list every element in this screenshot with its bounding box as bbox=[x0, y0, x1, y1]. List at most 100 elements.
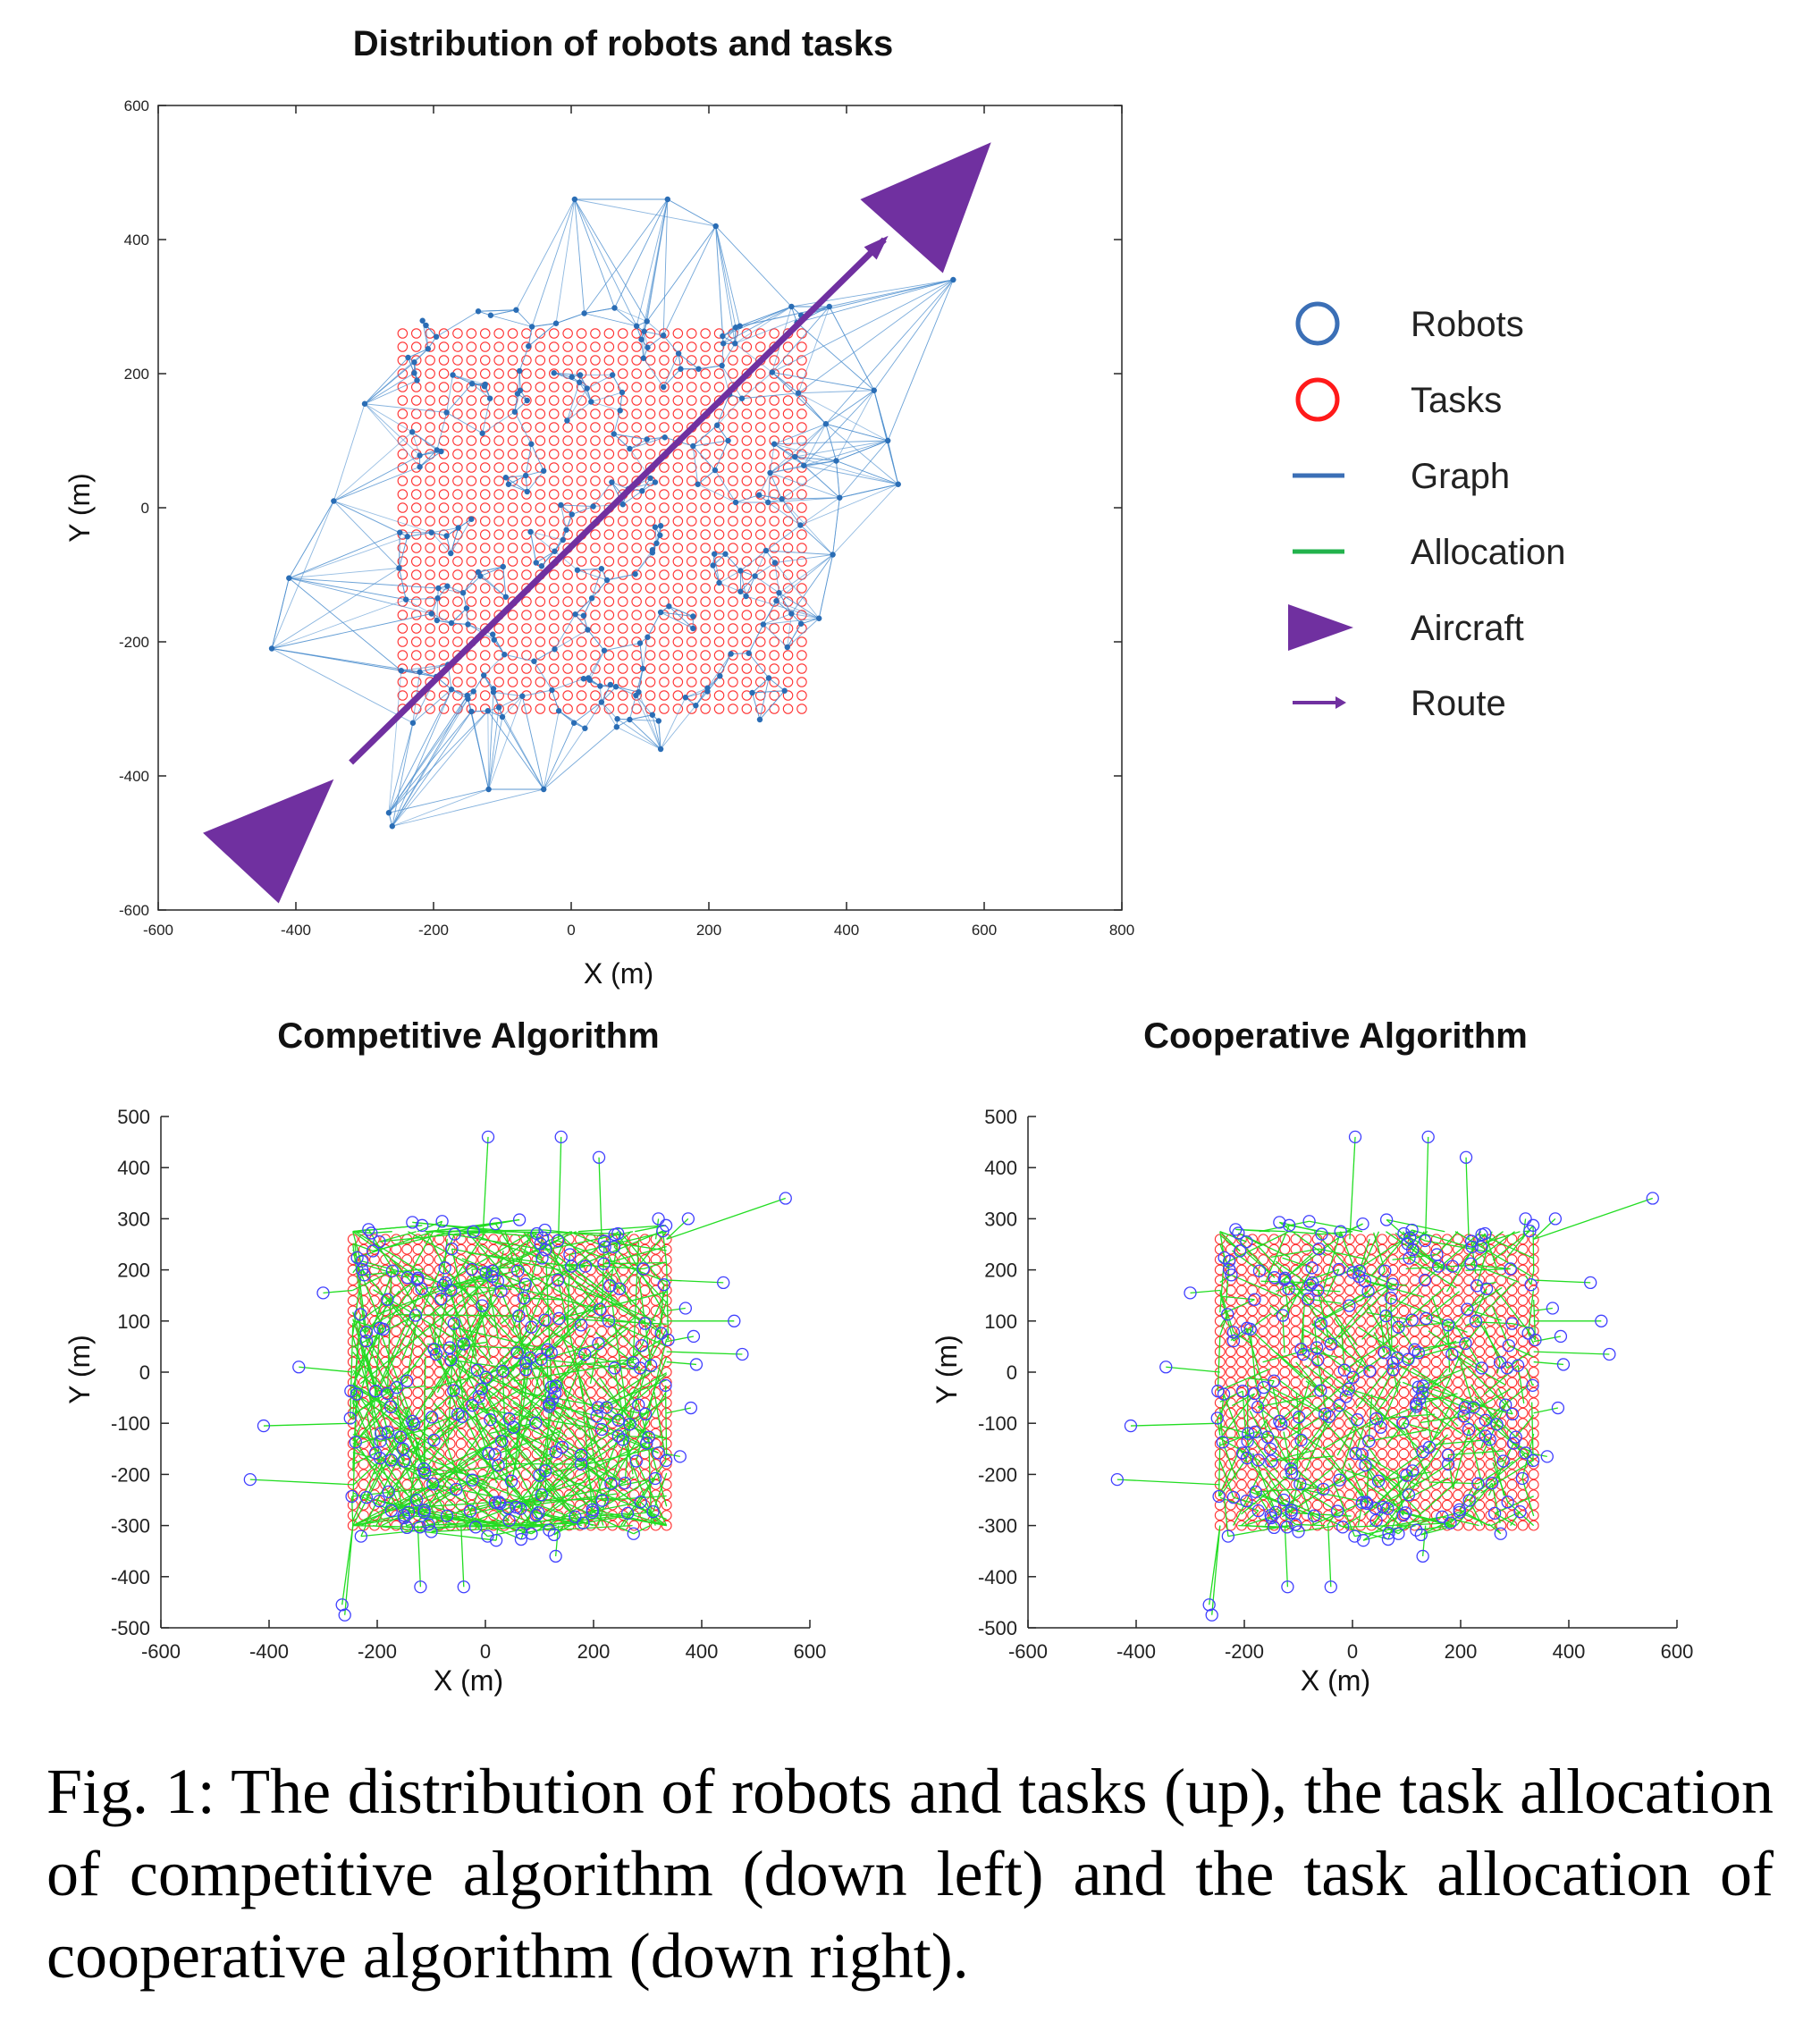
task-point bbox=[453, 342, 462, 351]
task-point bbox=[645, 597, 654, 606]
task-point bbox=[701, 383, 710, 392]
chart-top-ytick-label: -600 bbox=[119, 902, 149, 919]
robot-point bbox=[571, 720, 577, 726]
graph-edge bbox=[647, 335, 663, 348]
graph-edge bbox=[289, 533, 400, 578]
task-point bbox=[714, 436, 723, 445]
task-point bbox=[494, 356, 503, 365]
task-point bbox=[661, 1408, 671, 1418]
allocation-edge bbox=[1283, 1258, 1312, 1268]
chart-competitive-ytick-label: -200 bbox=[111, 1463, 150, 1486]
robot-point bbox=[589, 595, 594, 601]
task-point bbox=[673, 691, 682, 700]
task-point bbox=[412, 409, 421, 418]
task-point bbox=[521, 1470, 531, 1479]
task-point bbox=[467, 597, 476, 606]
robot-point bbox=[833, 458, 838, 463]
task-point bbox=[1215, 1234, 1225, 1244]
task-point bbox=[714, 704, 723, 713]
task-point bbox=[439, 624, 448, 633]
chart-top-xtick-label: 600 bbox=[972, 922, 997, 939]
task-point bbox=[597, 1387, 607, 1397]
task-point bbox=[535, 624, 544, 633]
task-point bbox=[673, 637, 682, 646]
task-point bbox=[508, 584, 517, 593]
task-point bbox=[577, 664, 586, 673]
robot-point bbox=[614, 724, 619, 729]
task-point bbox=[770, 409, 779, 418]
robot-point bbox=[645, 635, 650, 640]
task-point bbox=[714, 517, 723, 526]
task-point bbox=[673, 503, 682, 512]
task-point bbox=[1378, 1439, 1387, 1449]
task-point bbox=[494, 678, 503, 687]
task-point bbox=[632, 383, 641, 392]
task-point bbox=[563, 597, 572, 606]
task-point bbox=[770, 383, 779, 392]
task-point bbox=[426, 463, 434, 472]
robot-point bbox=[411, 370, 417, 375]
task-point bbox=[1312, 1234, 1322, 1244]
task-point bbox=[550, 383, 559, 392]
graph-edge bbox=[874, 391, 898, 484]
task-point bbox=[701, 611, 710, 619]
robot-point bbox=[390, 823, 395, 829]
robot-point bbox=[490, 632, 495, 637]
graph-edge bbox=[499, 708, 543, 790]
robot-point bbox=[426, 346, 431, 351]
robot-point bbox=[410, 720, 416, 726]
task-point bbox=[1237, 1285, 1247, 1295]
task-point bbox=[424, 1265, 434, 1275]
robot-point bbox=[539, 563, 544, 569]
task-point bbox=[714, 409, 723, 418]
task-point bbox=[770, 704, 779, 713]
task-point bbox=[632, 409, 641, 418]
robot-point bbox=[581, 676, 586, 681]
task-point bbox=[701, 463, 710, 472]
task-point bbox=[1269, 1470, 1279, 1479]
task-point bbox=[714, 369, 723, 378]
task-point bbox=[660, 409, 669, 418]
task-point bbox=[701, 584, 710, 593]
chart-top-xtick-label: -200 bbox=[418, 922, 449, 939]
task-point bbox=[398, 651, 407, 660]
task-point bbox=[577, 463, 586, 472]
task-point bbox=[577, 543, 586, 552]
graph-edge bbox=[527, 471, 543, 492]
legend-aircraft-label: Aircraft bbox=[1411, 609, 1524, 648]
robot-point bbox=[785, 645, 790, 650]
chart-top-ylabel: Y (m) bbox=[63, 473, 96, 543]
task-point bbox=[563, 691, 572, 700]
graph-edge bbox=[522, 696, 543, 789]
task-point bbox=[1518, 1500, 1528, 1510]
robot-point bbox=[608, 682, 613, 687]
task-point bbox=[591, 436, 600, 445]
robot-point bbox=[588, 399, 594, 404]
task-point bbox=[1518, 1255, 1528, 1265]
robot-point bbox=[771, 442, 777, 447]
task-point bbox=[1431, 1357, 1441, 1367]
task-point bbox=[673, 678, 682, 687]
graph-edge bbox=[647, 612, 661, 637]
task-point bbox=[645, 423, 654, 432]
task-point bbox=[619, 597, 628, 606]
task-point bbox=[619, 664, 628, 673]
task-point bbox=[1280, 1368, 1290, 1378]
task-point bbox=[604, 691, 613, 700]
task-point bbox=[392, 1285, 401, 1295]
task-point bbox=[797, 678, 806, 687]
allocation-edge bbox=[1297, 1417, 1299, 1475]
chart-top-xtick-label: 200 bbox=[696, 922, 721, 939]
task-point bbox=[426, 423, 434, 432]
robot-point bbox=[733, 500, 738, 505]
task-point bbox=[439, 356, 448, 365]
robot-point bbox=[632, 571, 637, 577]
task-point bbox=[481, 503, 490, 512]
graph-edge bbox=[491, 316, 532, 327]
task-point bbox=[398, 490, 407, 499]
robot-point bbox=[563, 527, 569, 533]
robot-point bbox=[720, 341, 726, 346]
task-point bbox=[673, 383, 682, 392]
